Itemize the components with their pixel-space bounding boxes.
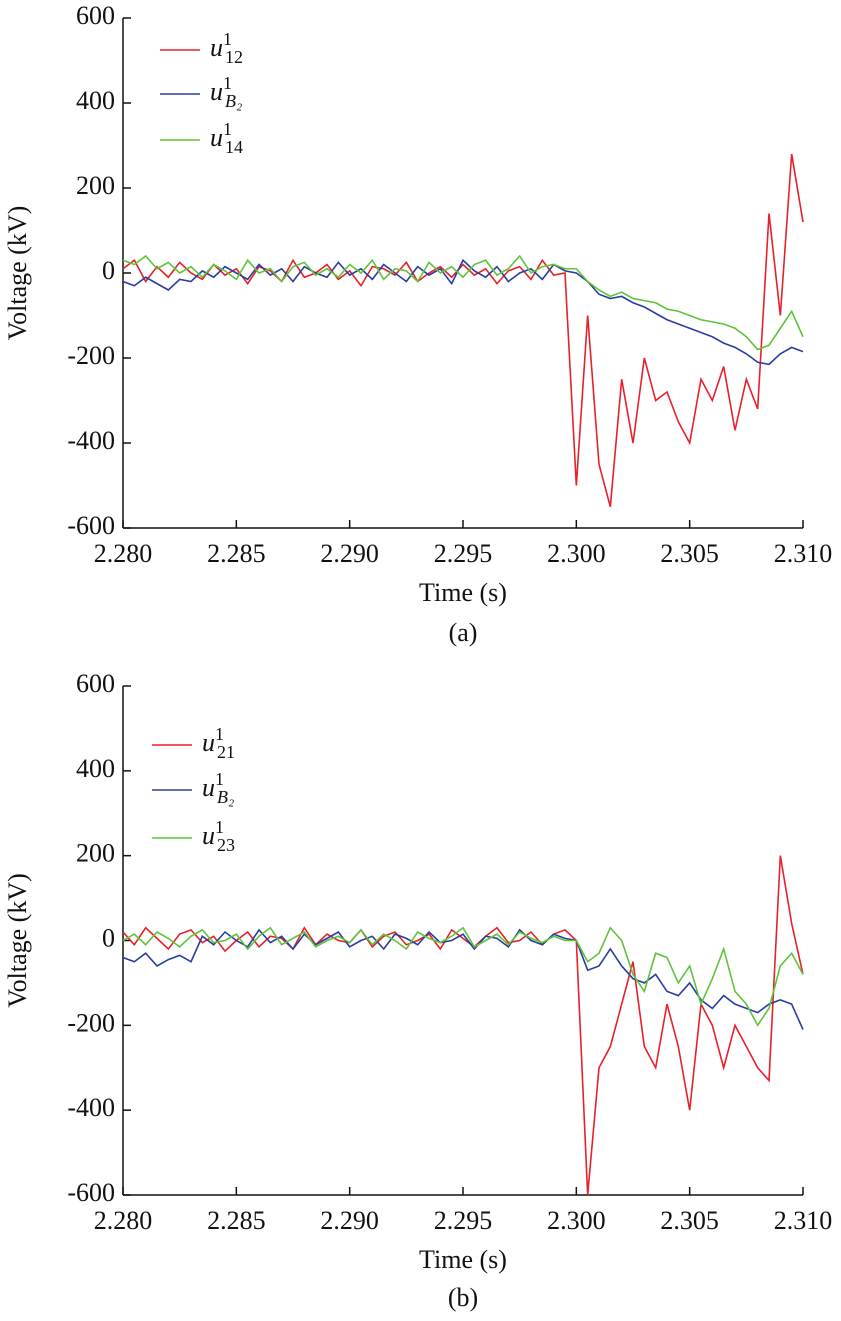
y-tick-label: 0 <box>102 923 115 952</box>
y-tick-label: 0 <box>102 256 115 285</box>
y-tick-label: -200 <box>67 341 115 370</box>
legend-label: u1 B₂ <box>202 769 234 807</box>
x-tick-label: 2.280 <box>94 539 153 568</box>
series-line <box>122 254 804 351</box>
series-line <box>122 855 804 1196</box>
x-tick-label: 2.310 <box>774 1206 833 1235</box>
series-line <box>122 926 804 1027</box>
legend-label: u1 21 <box>202 724 235 762</box>
x-axis-label: Time (s) <box>419 578 507 607</box>
y-tick-label: -600 <box>67 511 115 540</box>
x-tick-label: 2.295 <box>434 539 493 568</box>
legend-label: u1 14 <box>210 119 243 157</box>
legend-superscript: 1 <box>215 724 224 744</box>
y-tick-label: 200 <box>76 171 115 200</box>
caption: (a) <box>449 618 478 647</box>
series-line <box>122 928 804 1030</box>
x-tick-label: 2.300 <box>547 539 606 568</box>
y-tick-label: -400 <box>67 1093 115 1122</box>
legend-label: u1 12 <box>210 29 243 67</box>
x-tick-label: 2.300 <box>547 1206 606 1235</box>
y-tick-label: 400 <box>76 86 115 115</box>
x-tick-label: 2.305 <box>660 539 719 568</box>
x-tick-label: 2.305 <box>660 1206 719 1235</box>
legend-superscript: 1 <box>215 769 224 789</box>
legend-name: u <box>210 123 223 152</box>
legend-subscript: 14 <box>225 137 243 157</box>
y-tick-label: 600 <box>76 1 115 30</box>
legend-name: u <box>210 33 223 62</box>
legend-superscript: 1 <box>223 119 232 139</box>
legend-superscript: 1 <box>223 29 232 49</box>
y-axis-label: Voltage (kV) <box>3 873 32 1008</box>
legend-name: u <box>210 77 223 106</box>
legend-subscript: 12 <box>225 47 243 67</box>
legend-label: u1 23 <box>202 817 235 855</box>
x-tick-label: 2.295 <box>434 1206 493 1235</box>
legend-subscript: 21 <box>217 742 235 762</box>
x-tick-label: 2.310 <box>774 539 833 568</box>
y-tick-label: 600 <box>76 669 115 698</box>
legend-subscript: B₂ <box>225 91 242 111</box>
legend-superscript: 1 <box>223 73 232 93</box>
y-tick-label: 200 <box>76 839 115 868</box>
legend-superscript: 1 <box>215 817 224 837</box>
y-tick-label: 400 <box>76 754 115 783</box>
x-tick-label: 2.290 <box>320 539 379 568</box>
y-tick-label: -400 <box>67 426 115 455</box>
x-axis-label: Time (s) <box>419 1245 507 1274</box>
x-tick-label: 2.285 <box>207 539 266 568</box>
series-line <box>122 153 804 507</box>
legend-name: u <box>202 821 215 850</box>
x-tick-label: 2.290 <box>320 1206 379 1235</box>
y-tick-label: -600 <box>67 1178 115 1207</box>
legend-name: u <box>202 773 215 802</box>
x-tick-label: 2.280 <box>94 1206 153 1235</box>
y-axis-label: Voltage (kV) <box>3 206 32 341</box>
caption: (b) <box>448 1283 478 1312</box>
y-tick-label: -200 <box>67 1008 115 1037</box>
legend-subscript: 23 <box>217 835 235 855</box>
legend-name: u <box>202 728 215 757</box>
x-tick-label: 2.285 <box>207 1206 266 1235</box>
legend-subscript: B₂ <box>217 787 234 807</box>
legend-label: u1 B₂ <box>210 73 242 111</box>
series-line <box>122 258 804 366</box>
